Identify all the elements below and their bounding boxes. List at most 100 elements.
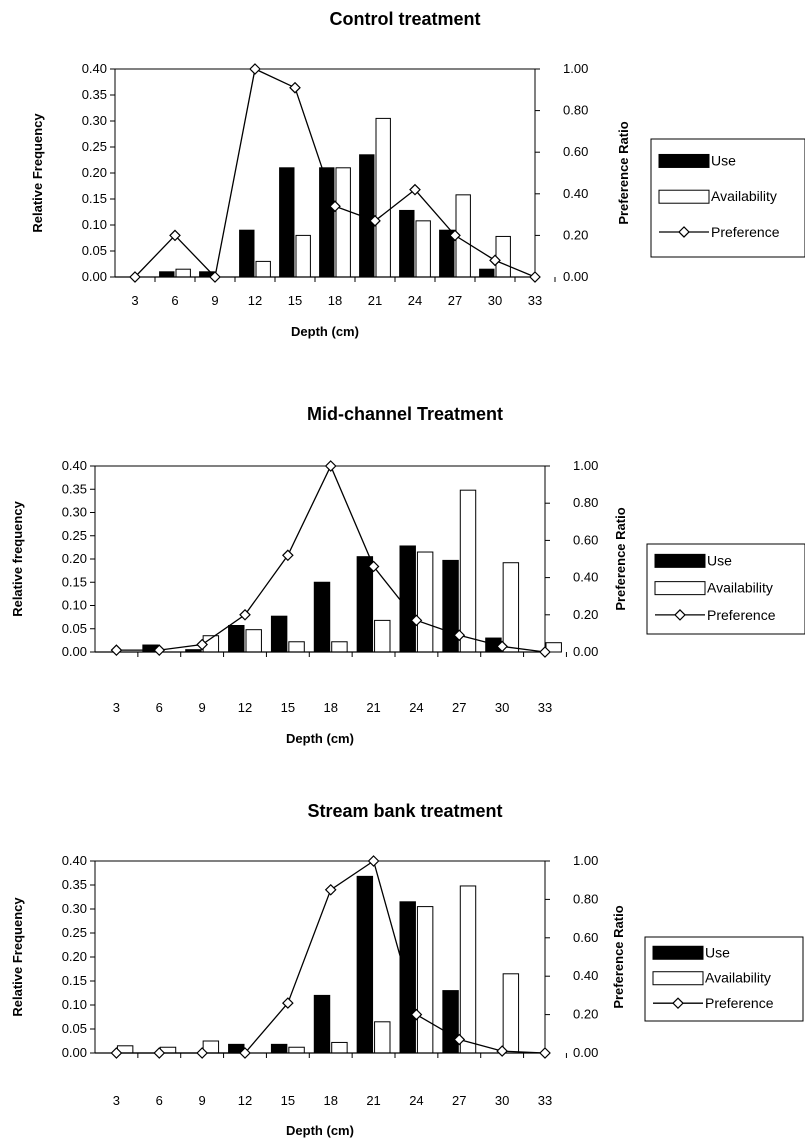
x-tick-label: 9 — [211, 293, 218, 308]
y2-tick-label: 0.60 — [563, 144, 588, 159]
y-tick-label: 0.35 — [62, 877, 87, 892]
x-tick-label: 27 — [448, 293, 462, 308]
bar-availability — [295, 234, 311, 278]
x-tick-label: 24 — [409, 700, 423, 715]
bar-use — [399, 209, 415, 278]
bar-use — [442, 990, 459, 1054]
y-tick-label: 0.25 — [62, 925, 87, 940]
legend-swatch-use — [654, 553, 706, 568]
y-tick-label: 0.00 — [82, 269, 107, 284]
preference-point — [410, 1008, 423, 1021]
preference-point — [282, 997, 294, 1009]
x-tick-label: 3 — [113, 700, 120, 715]
bar-use — [159, 271, 175, 278]
x-tick-label: 33 — [538, 1093, 552, 1108]
y-tick-label: 0.20 — [82, 165, 107, 180]
x-tick-label: 18 — [323, 1093, 337, 1108]
legend-label-availability: Availability — [705, 970, 771, 986]
x-tick-label: 3 — [131, 293, 138, 308]
chart-2: Mid-channel Treatment 0.00 0.05 0.10 0.15 0.2… — [10, 404, 805, 746]
preference-point — [289, 81, 301, 94]
preference-point — [453, 629, 466, 642]
x-tick-label: 9 — [199, 1093, 206, 1108]
preference-point — [169, 229, 181, 242]
y2-tick-label: 0.60 — [573, 532, 598, 547]
y2-tick-label: 0.00 — [573, 1045, 598, 1060]
y2-tick-label: 0.80 — [573, 891, 598, 906]
x-tick-label: 15 — [281, 700, 295, 715]
legend-swatch-preference-marker — [672, 997, 684, 1010]
bar-availability — [374, 1021, 391, 1054]
y2-tick-label: 0.40 — [563, 186, 588, 201]
y-tick-label: 0.25 — [62, 528, 87, 543]
bar-use — [270, 615, 288, 653]
y2-tick-label: 0.80 — [563, 103, 588, 118]
preference-point — [409, 183, 421, 196]
legend-label-use: Use — [705, 944, 730, 960]
bar-availability — [331, 641, 348, 653]
bar-availability — [416, 551, 434, 653]
y-tick-label: 0.30 — [62, 901, 87, 916]
preference-point — [367, 855, 380, 867]
preference-point — [324, 883, 337, 896]
x-tick-label: 6 — [171, 293, 178, 308]
y-tick-label: 0.15 — [62, 574, 87, 589]
x-tick-label: 27 — [452, 700, 466, 715]
preference-line — [134, 68, 536, 279]
bar-availability — [288, 1046, 305, 1054]
y2-axis-label: Preference Ratio — [613, 507, 628, 610]
y-tick-label: 0.10 — [62, 598, 87, 613]
legend-label-preference: Preference — [705, 995, 774, 1011]
bar-use — [270, 1043, 288, 1054]
bar-use — [399, 901, 416, 1054]
preference-point — [239, 1047, 251, 1059]
preference-point — [489, 254, 501, 267]
preference-point — [496, 640, 508, 653]
y-tick-label: 0.15 — [62, 973, 87, 988]
legend-label-availability: Availability — [711, 188, 777, 204]
y-tick-label: 0.20 — [62, 551, 87, 566]
bar-use — [356, 556, 374, 653]
preference-point — [153, 1047, 166, 1059]
bar-use — [239, 229, 255, 278]
bar-use — [279, 167, 295, 278]
bar-availability — [459, 885, 477, 1054]
chart-title: Stream bank treatment — [307, 801, 502, 821]
y2-tick-label: 1.00 — [573, 853, 598, 868]
legend: Use Availability Preference — [646, 543, 805, 635]
preference-point — [110, 1047, 123, 1059]
x-tick-label: 24 — [409, 1093, 423, 1108]
y-axis-label: Relative frequency — [10, 500, 25, 616]
preference-point — [324, 460, 337, 472]
bar-availability — [331, 1041, 348, 1054]
x-tick-label: 15 — [288, 293, 302, 308]
legend-swatch-availability — [658, 189, 710, 204]
preference-point — [249, 63, 261, 75]
legend-label-use: Use — [707, 552, 732, 568]
x-tick-label: 3 — [113, 1093, 120, 1108]
x-tick-label: 30 — [495, 1093, 509, 1108]
y-tick-label: 0.40 — [62, 458, 87, 473]
bar-availability — [245, 629, 262, 653]
legend-swatch-preference-marker — [674, 609, 686, 621]
y2-tick-label: 0.20 — [573, 1007, 598, 1022]
bar-use — [442, 559, 459, 653]
legend-label-use: Use — [711, 152, 736, 168]
y-tick-label: 0.25 — [82, 139, 107, 154]
y2-tick-label: 1.00 — [573, 458, 598, 473]
preference-point — [496, 1045, 508, 1057]
y-tick-label: 0.00 — [62, 1045, 87, 1060]
x-tick-label: 12 — [238, 700, 252, 715]
x-tick-label: 15 — [281, 1093, 295, 1108]
bar-availability — [375, 117, 391, 278]
y-tick-label: 0.20 — [62, 949, 87, 964]
bar-availability — [415, 220, 431, 278]
x-tick-label: 21 — [366, 1093, 380, 1108]
y-axis-label: Relative Frequency — [10, 897, 25, 1017]
x-tick-label: 21 — [366, 700, 380, 715]
y-tick-label: 0.05 — [62, 1021, 87, 1036]
preference-point — [209, 271, 221, 283]
legend-swatch-availability — [652, 971, 704, 986]
y2-tick-label: 0.40 — [573, 968, 598, 983]
